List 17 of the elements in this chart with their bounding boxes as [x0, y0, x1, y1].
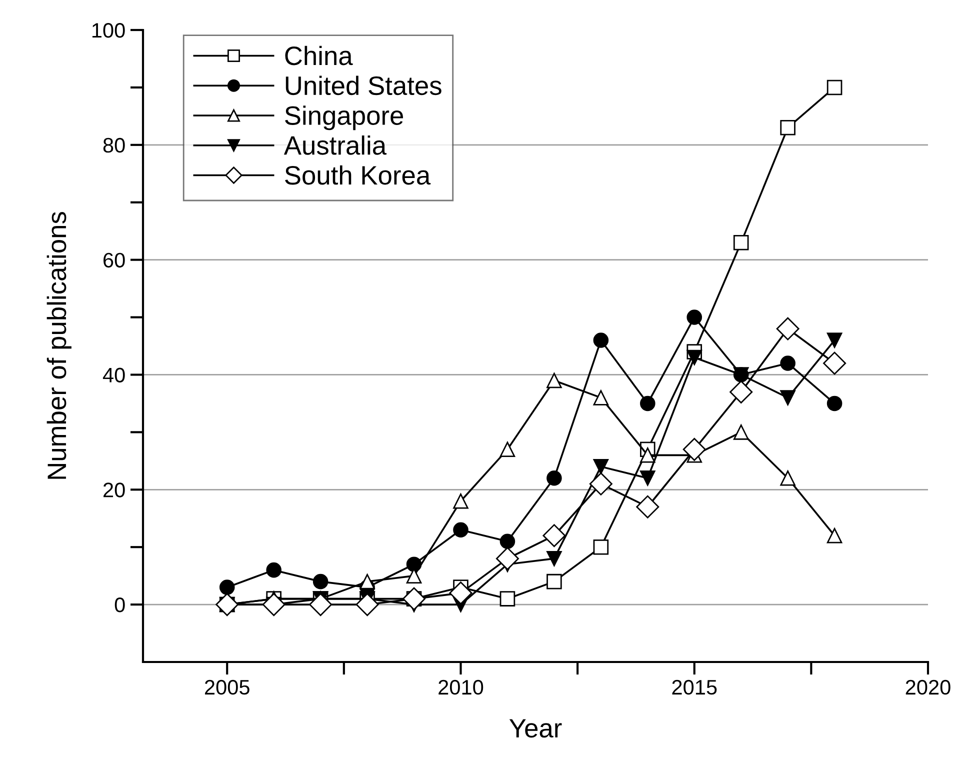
y-tick-label: 60 — [104, 252, 125, 268]
x-tick-label: 2020 — [906, 680, 950, 695]
legend-label: Singapore — [285, 106, 404, 130]
legend-label: South Korea — [285, 165, 431, 185]
y-tick-label: 0 — [114, 598, 125, 612]
y-tick-label: 100 — [92, 23, 125, 38]
legend-label: China — [285, 46, 353, 66]
x-tick-label: 2005 — [204, 680, 250, 695]
y-tick-label: 20 — [104, 482, 125, 498]
y-tick-label: 80 — [103, 138, 125, 153]
legend-label: United States — [286, 76, 442, 96]
x-tick-label: 2015 — [672, 680, 717, 695]
legend-label: Australia — [284, 135, 387, 155]
x-axis-title: Year — [509, 719, 562, 738]
y-tick-label: 40 — [102, 368, 125, 382]
y-axis-title: Number of publications — [46, 212, 72, 479]
x-tick-label: 2010 — [438, 680, 484, 695]
